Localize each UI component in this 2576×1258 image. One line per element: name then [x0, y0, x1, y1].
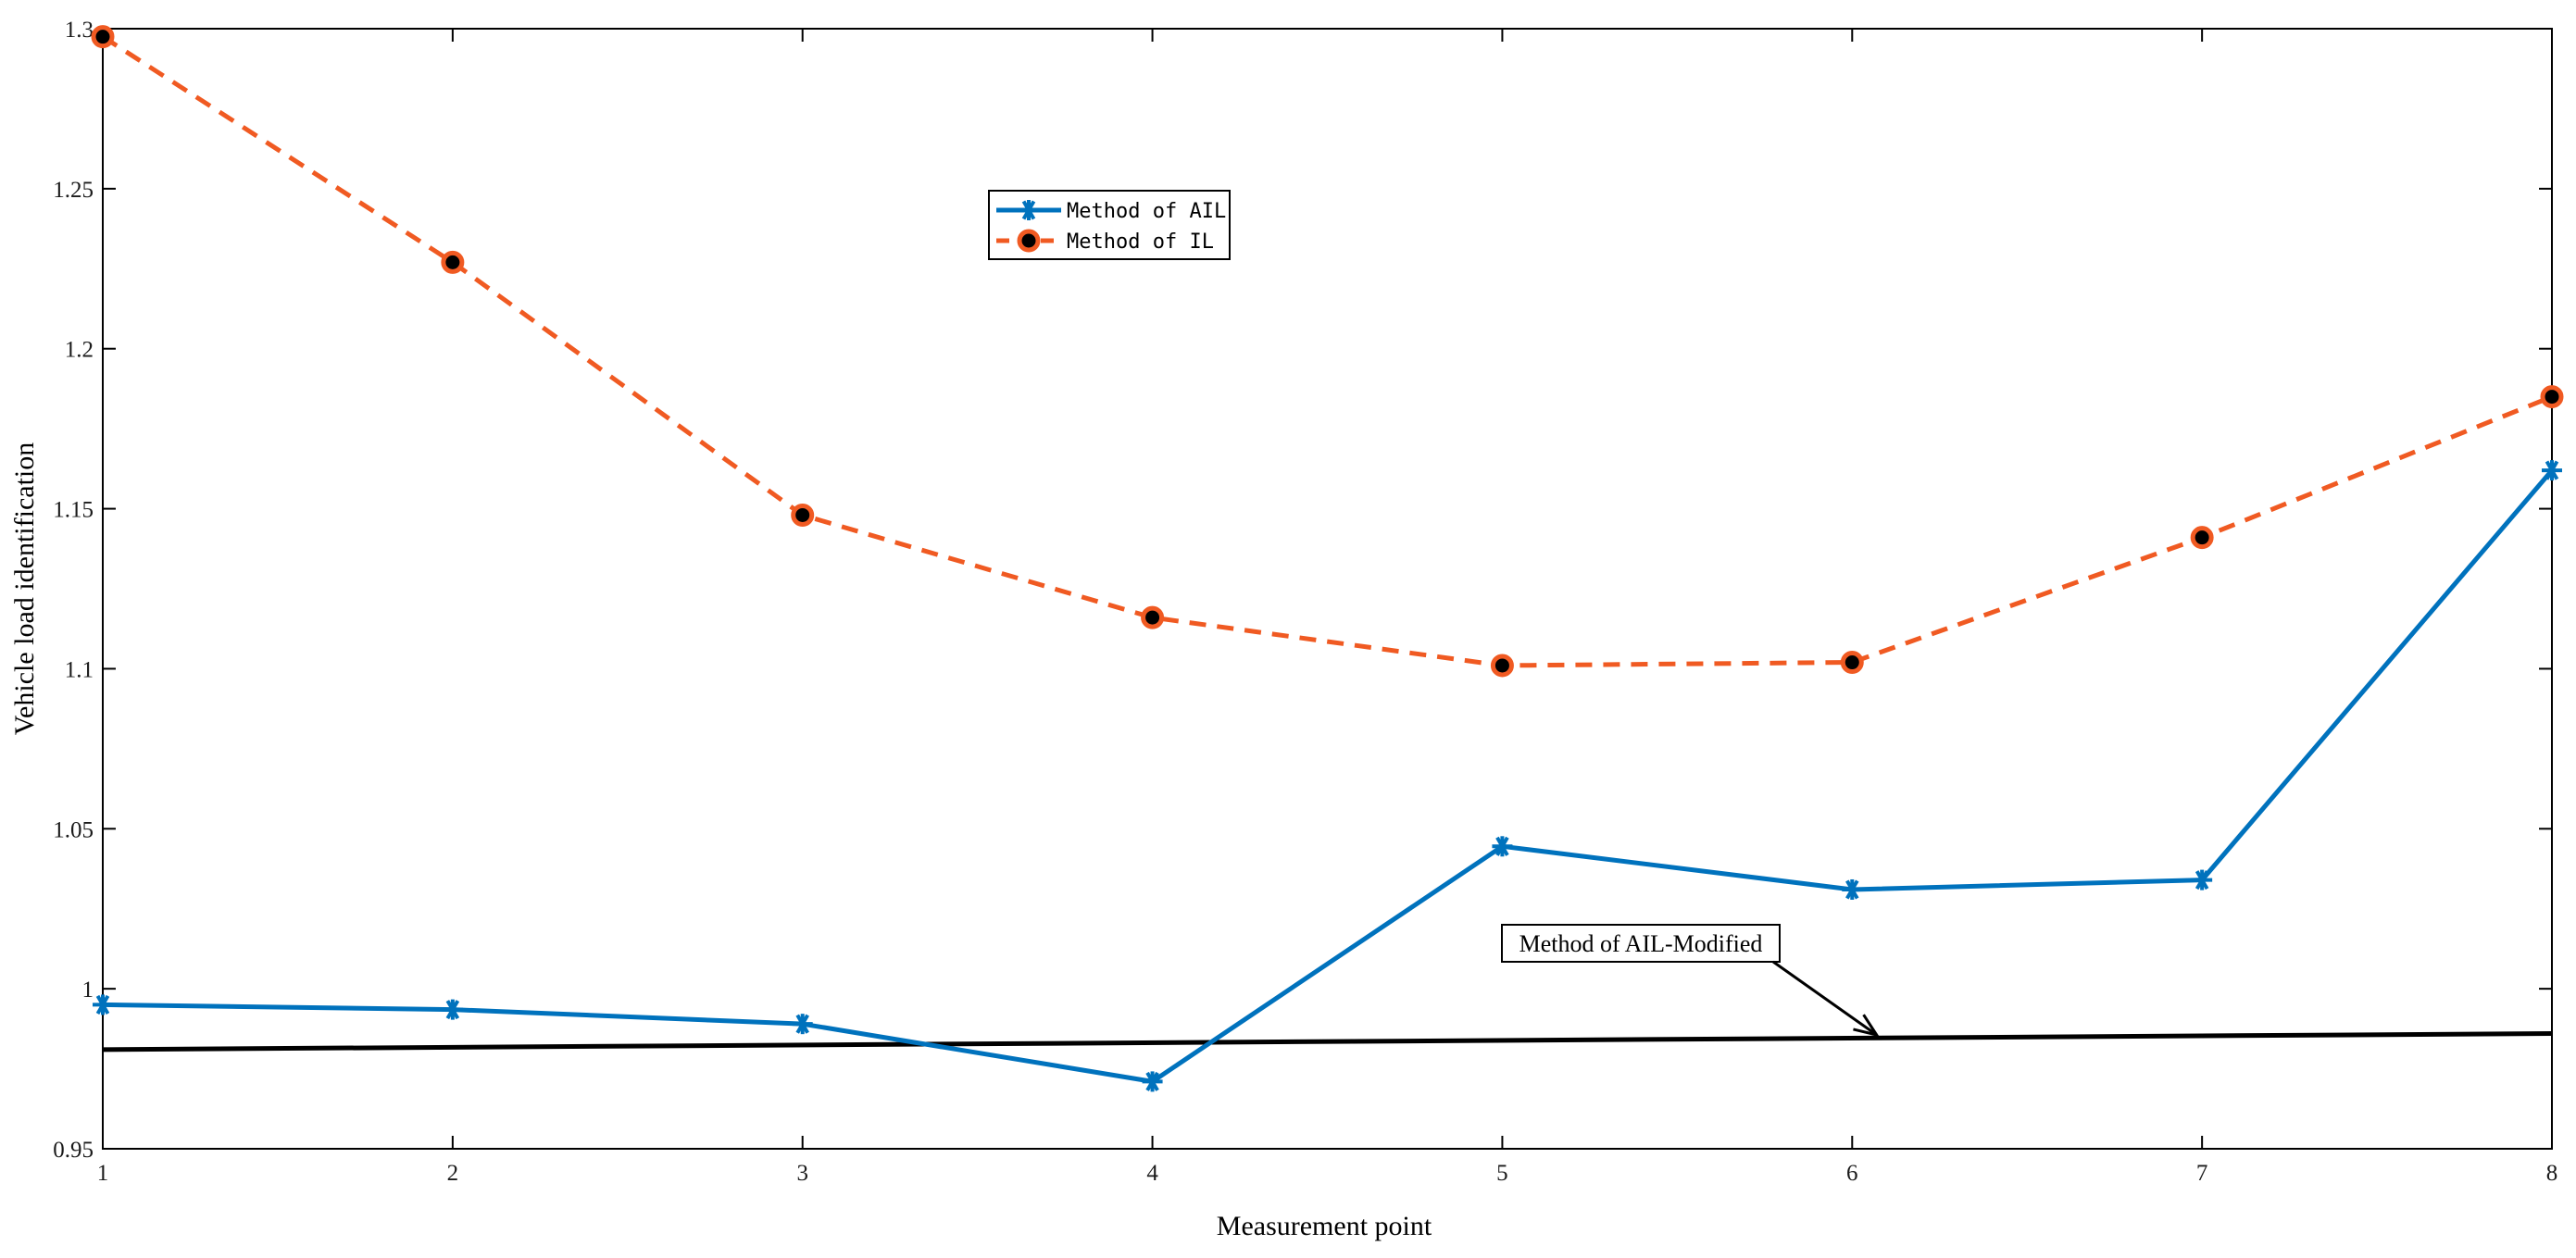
plot-area: [102, 28, 2553, 1150]
annotation: Method of AIL-Modified: [1501, 924, 1881, 1038]
data-point-ail: [442, 999, 463, 1020]
legend-asterisk: [1019, 200, 1039, 220]
data-point-il: [91, 25, 115, 49]
data-point-il: [1141, 605, 1165, 629]
data-point-il: [1840, 651, 1864, 675]
legend-circle: [1017, 229, 1041, 253]
y-tick-label: 1.15: [53, 498, 94, 523]
y-axis-label: Vehicle load identification: [9, 442, 40, 736]
x-tick-label: 2: [447, 1161, 459, 1186]
x-tick-label: 5: [1496, 1161, 1508, 1186]
legend: Method of AIL Method of IL: [988, 190, 1231, 260]
data-point-ail: [792, 1014, 813, 1035]
legend-label-ail: Method of AIL: [1067, 200, 1226, 223]
y-tick-label: 1.3: [65, 18, 94, 43]
annotation-arrow: [1772, 960, 1878, 1037]
y-tick-label: 1: [82, 978, 94, 1003]
y-tick-label: 1.1: [65, 657, 94, 682]
x-tick-label: 7: [2196, 1161, 2208, 1186]
data-point-il: [2540, 385, 2564, 409]
y-tick-label: 1.2: [65, 338, 94, 363]
annotation-label: Method of AIL-Modified: [1519, 930, 1763, 957]
data-point-il: [2190, 526, 2214, 550]
annotation-box: [1501, 924, 1781, 963]
data-point-il: [441, 250, 465, 274]
x-tick-label: 4: [1146, 1161, 1158, 1186]
data-point-ail: [1492, 836, 1513, 857]
data-point-ail: [93, 994, 113, 1015]
x-tick-label: 1: [97, 1161, 109, 1186]
data-point-ail: [2192, 869, 2213, 891]
x-tick-label: 8: [2546, 1161, 2558, 1186]
data-point-ail: [1842, 878, 1863, 900]
y-tick-label: 1.05: [53, 817, 94, 842]
data-point-il: [791, 503, 815, 527]
legend-marker-il: [1017, 229, 1041, 253]
series-layer: [91, 25, 2564, 1092]
series-line-ail: [102, 468, 2554, 1084]
reference-line-ail-modified: [102, 1031, 2553, 1052]
y-tick-label: 1.25: [53, 178, 94, 203]
y-tick-label: 0.95: [53, 1138, 94, 1163]
data-point-ail: [2542, 460, 2562, 481]
legend-marker-ail: [1019, 200, 1039, 220]
data-point-il: [1490, 654, 1514, 678]
series-line-il: [101, 34, 2553, 668]
x-axis-label: Measurement point: [1217, 1211, 1432, 1241]
x-tick-label: 3: [796, 1161, 808, 1186]
annotation-arrowhead: [1853, 1014, 1881, 1038]
legend-label-il: Method of IL: [1067, 230, 1214, 254]
data-point-ail: [1142, 1071, 1163, 1092]
x-tick-label: 6: [1846, 1161, 1858, 1186]
